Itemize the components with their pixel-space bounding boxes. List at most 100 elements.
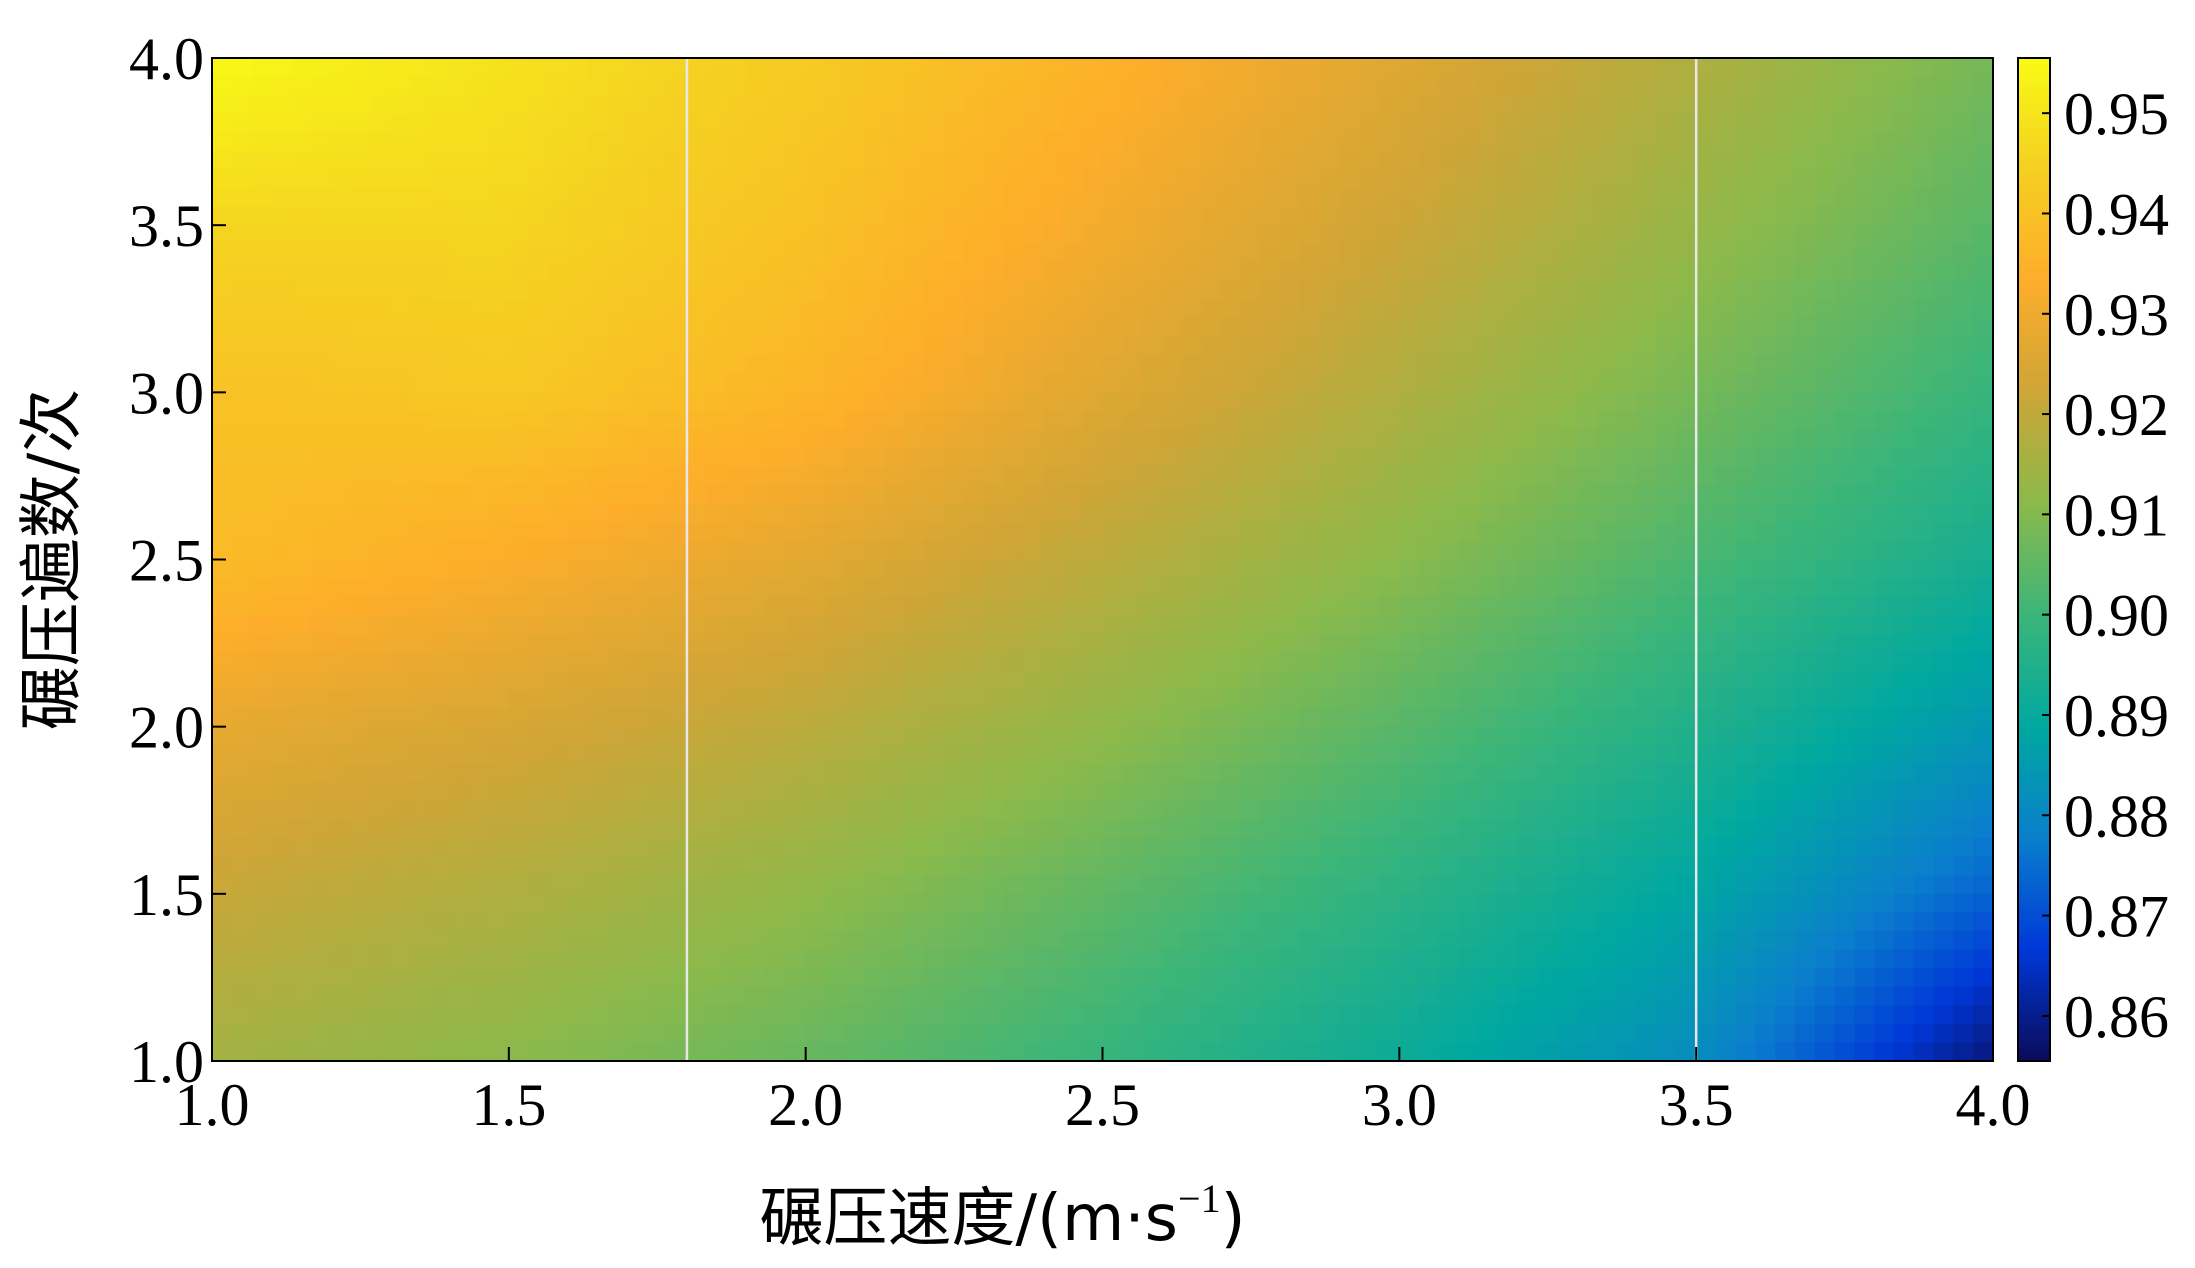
heatmap-cell xyxy=(785,466,807,486)
heatmap-cell xyxy=(785,410,807,431)
heatmap-cell xyxy=(1241,243,1262,264)
heatmap-cell xyxy=(1597,1023,1618,1044)
heatmap-cell xyxy=(568,188,589,208)
heatmap-cell xyxy=(1280,58,1302,78)
heatmap-cell xyxy=(1062,1023,1084,1044)
heatmap-cell xyxy=(370,670,391,691)
heatmap-cell xyxy=(1498,912,1519,932)
heatmap-cell xyxy=(1656,336,1678,356)
heatmap-cell xyxy=(291,113,312,133)
heatmap-cell xyxy=(1300,893,1321,914)
heatmap-cell xyxy=(1181,745,1203,765)
heatmap-cell xyxy=(251,373,273,394)
heatmap-cell xyxy=(1597,726,1618,746)
colorbar-band xyxy=(2018,414,2050,420)
heatmap-cell xyxy=(291,188,312,208)
heatmap-cell xyxy=(370,503,391,524)
heatmap-cell xyxy=(1676,299,1697,319)
heatmap-cell xyxy=(1933,429,1955,449)
heatmap-cell xyxy=(528,856,550,876)
heatmap-cell xyxy=(944,410,965,431)
heatmap-cell xyxy=(1458,800,1480,821)
heatmap-cell xyxy=(1834,225,1856,245)
heatmap-cell xyxy=(489,670,510,691)
heatmap-cell xyxy=(587,410,609,431)
heatmap-cell xyxy=(1933,670,1955,691)
heatmap-cell xyxy=(1775,652,1796,672)
heatmap-cell xyxy=(667,1023,688,1044)
colorbar-band xyxy=(2018,303,2050,310)
heatmap-cell xyxy=(1676,763,1697,784)
heatmap-cell xyxy=(924,596,945,616)
heatmap-cell xyxy=(370,243,391,264)
heatmap-cell xyxy=(390,689,411,709)
heatmap-cell xyxy=(1201,429,1222,449)
heatmap-cell xyxy=(706,318,728,338)
heatmap-cell xyxy=(251,280,273,301)
heatmap-cell xyxy=(1537,225,1559,245)
heatmap-cell xyxy=(1894,150,1915,171)
heatmap-cell xyxy=(1300,113,1321,133)
heatmap-cell xyxy=(1142,299,1163,319)
heatmap-cell xyxy=(1735,559,1757,579)
heatmap-cell xyxy=(1597,540,1618,561)
heatmap-cell xyxy=(370,1023,391,1044)
heatmap-cell xyxy=(667,392,688,412)
heatmap-cell xyxy=(1953,726,1974,746)
heatmap-cell xyxy=(1379,708,1401,728)
heatmap-cell xyxy=(429,150,451,171)
heatmap-cell xyxy=(390,596,411,616)
heatmap-cell xyxy=(647,596,668,616)
heatmap-cell xyxy=(983,1042,1005,1062)
heatmap-cell xyxy=(1399,540,1420,561)
heatmap-cell xyxy=(627,559,649,579)
heatmap-cell xyxy=(291,373,312,394)
heatmap-cell xyxy=(1241,262,1262,282)
heatmap-cell xyxy=(1735,856,1757,876)
heatmap-cell xyxy=(1874,336,1895,356)
colorbar-band xyxy=(2018,228,2050,235)
heatmap-cell xyxy=(1102,819,1123,839)
heatmap-cell xyxy=(766,819,787,839)
heatmap-cell xyxy=(1043,76,1064,96)
heatmap-cell xyxy=(1795,76,1816,96)
heatmap-cell xyxy=(1003,76,1025,96)
heatmap-cell xyxy=(1617,893,1638,914)
heatmap-cell xyxy=(686,578,708,598)
heatmap-cell xyxy=(1260,540,1282,561)
heatmap-cell xyxy=(1241,689,1262,709)
heatmap-cell xyxy=(1419,503,1440,524)
heatmap-cell xyxy=(1438,336,1460,356)
heatmap-cell xyxy=(1597,912,1618,932)
heatmap-cell xyxy=(1755,448,1777,468)
heatmap-cell xyxy=(1755,652,1777,672)
heatmap-cell xyxy=(1201,912,1222,932)
heatmap-cell xyxy=(1241,875,1262,895)
heatmap-cell xyxy=(1557,968,1579,988)
heatmap-cell xyxy=(1676,559,1697,579)
heatmap-cell xyxy=(1201,58,1222,78)
heatmap-cell xyxy=(1577,1005,1598,1025)
heatmap-cell xyxy=(1142,355,1163,375)
heatmap-cell xyxy=(1656,615,1678,635)
heatmap-cell xyxy=(766,782,787,802)
heatmap-cell xyxy=(785,76,807,96)
heatmap-cell xyxy=(825,986,846,1006)
heatmap-cell xyxy=(548,782,569,802)
heatmap-cell xyxy=(1003,578,1025,598)
heatmap-cell xyxy=(1359,838,1381,858)
heatmap-cell xyxy=(1300,262,1321,282)
heatmap-cell xyxy=(508,893,530,914)
heatmap-cell xyxy=(1458,652,1480,672)
heatmap-cell xyxy=(884,280,906,301)
heatmap-cell xyxy=(1577,95,1598,115)
heatmap-cell xyxy=(1577,540,1598,561)
heatmap-cell xyxy=(766,188,787,208)
heatmap-cell xyxy=(1755,1042,1777,1062)
heatmap-cell xyxy=(1973,633,1994,654)
heatmap-cell xyxy=(1359,708,1381,728)
heatmap-cell xyxy=(1735,188,1757,208)
heatmap-cell xyxy=(766,838,787,858)
heatmap-cell xyxy=(1300,318,1321,338)
heatmap-cell xyxy=(865,1042,886,1062)
